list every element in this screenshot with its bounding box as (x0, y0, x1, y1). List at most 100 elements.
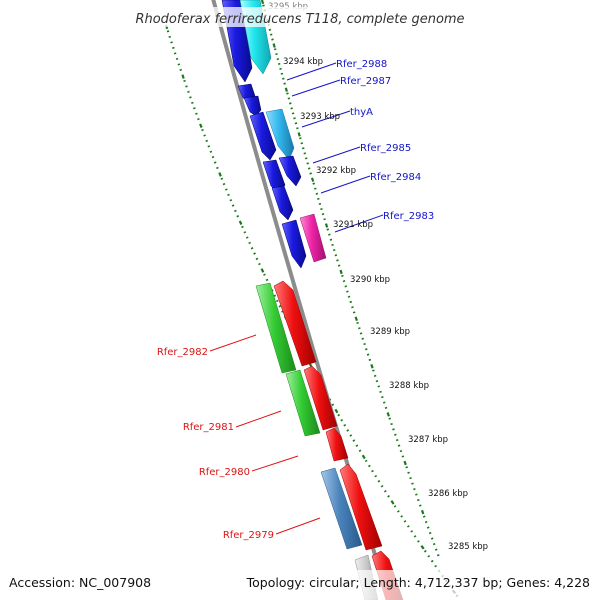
major-tick (361, 454, 366, 460)
scale-label: 3289 kbp (370, 327, 410, 337)
minor-tick (406, 525, 410, 528)
major-tick (238, 220, 243, 225)
scale-label: 3290 kbp (350, 275, 390, 285)
minor-tick (349, 300, 353, 304)
minor-tick (337, 413, 341, 417)
minor-tick (187, 90, 190, 93)
minor-tick (342, 280, 346, 283)
gene-label: Rfer_2979 (223, 530, 274, 541)
minor-tick (375, 380, 379, 383)
minor-tick (205, 139, 209, 143)
minor-tick (424, 520, 428, 524)
minor-tick (179, 68, 183, 72)
minor-tick (317, 197, 320, 200)
major-tick (420, 509, 425, 515)
minor-tick (384, 406, 388, 409)
minor-tick (177, 63, 181, 66)
minor-tick (395, 438, 399, 442)
major-tick (199, 123, 203, 129)
minor-tick (189, 96, 192, 99)
minor-tick (279, 67, 282, 70)
minor-tick (195, 112, 198, 115)
minor-tick (351, 306, 354, 309)
minor-tick (328, 233, 331, 236)
minor-tick (430, 559, 434, 563)
minor-tick (300, 142, 304, 145)
minor-tick (416, 498, 420, 502)
minor-tick (405, 466, 408, 469)
minor-tick (216, 166, 219, 170)
minor-tick (170, 41, 173, 44)
major-tick (272, 43, 276, 48)
minor-tick (175, 57, 179, 61)
gene-arrow (320, 467, 363, 550)
minor-tick (399, 449, 403, 453)
minor-tick (372, 369, 375, 372)
gene-label: Rfer_2984 (370, 172, 421, 183)
minor-tick (315, 192, 319, 195)
major-tick (403, 460, 407, 466)
minor-tick (281, 310, 284, 313)
minor-tick (211, 155, 215, 159)
gene-arrow (249, 111, 277, 161)
minor-tick (409, 477, 412, 480)
minor-tick (396, 510, 400, 513)
gene-arrow (285, 369, 321, 437)
scale-label: 3292 kbp (316, 166, 356, 176)
minor-tick (400, 515, 404, 518)
minor-tick (423, 549, 427, 553)
major-tick (354, 316, 358, 322)
minor-tick (331, 403, 335, 407)
minor-tick (415, 493, 418, 496)
major-tick (181, 74, 185, 79)
major-tick (297, 132, 301, 137)
minor-tick (392, 428, 395, 431)
minor-tick (352, 311, 356, 314)
minor-tick (224, 188, 228, 191)
minor-tick (377, 385, 381, 388)
minor-tick (344, 285, 348, 288)
minor-tick (355, 444, 359, 447)
minor-tick (255, 257, 259, 261)
minor-tick (263, 273, 266, 276)
major-tick (390, 500, 395, 505)
minor-tick (191, 101, 194, 104)
minor-tick (231, 204, 235, 207)
minor-tick (172, 46, 175, 50)
minor-tick (427, 554, 431, 558)
scale-label: 3287 kbp (408, 435, 448, 445)
major-tick (334, 408, 339, 414)
minor-tick (294, 122, 298, 125)
gene-label: Rfer_2982 (157, 347, 208, 358)
genome-summary: Topology: circular; Length: 4,712,337 bp… (246, 575, 590, 590)
minor-tick (301, 147, 305, 150)
major-tick (284, 87, 288, 92)
minor-tick (366, 353, 370, 356)
accession-label: Accession: NC_007908 (9, 575, 151, 590)
minor-tick (364, 459, 368, 463)
minor-tick (346, 429, 350, 432)
minor-tick (401, 455, 405, 458)
gene-arrow (281, 219, 307, 269)
minor-tick (382, 401, 386, 404)
minor-tick (329, 238, 333, 241)
minor-tick (373, 374, 377, 377)
minor-tick (234, 209, 237, 213)
minor-tick (430, 537, 434, 540)
minor-tick (250, 247, 254, 250)
minor-tick (377, 479, 381, 483)
major-tick (420, 545, 425, 550)
minor-tick (432, 542, 436, 546)
footer-band (0, 570, 600, 600)
gene-arrow (255, 282, 297, 374)
minor-tick (434, 564, 438, 568)
gene-arrow (303, 365, 338, 431)
minor-tick (347, 295, 351, 298)
minor-tick (290, 107, 293, 110)
minor-tick (321, 213, 325, 216)
inner-tick-ring (260, 0, 440, 557)
minor-tick (381, 396, 384, 399)
minor-tick (275, 299, 279, 303)
label-leader-lines (209, 62, 384, 535)
major-tick (339, 269, 343, 275)
